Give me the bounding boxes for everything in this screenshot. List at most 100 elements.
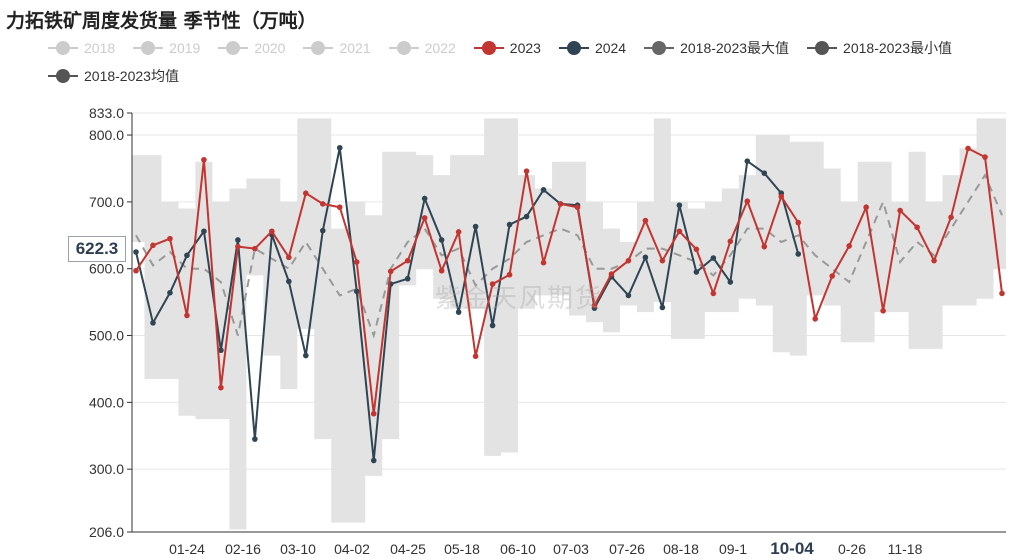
y-tick-label: 833.0 [89, 105, 124, 121]
data-point-2023 [150, 242, 156, 249]
series-line-2024 [135, 147, 800, 461]
data-point-2024 [710, 255, 717, 261]
data-point-2023 [201, 156, 207, 163]
y-tick-label: 700.0 [89, 194, 124, 210]
data-point-2023 [218, 384, 224, 391]
data-point-2024 [744, 158, 751, 164]
data-point-2023 [642, 217, 649, 224]
data-point-2023 [252, 245, 258, 252]
data-point-2024 [489, 322, 496, 329]
x-tick-label: 03-10 [280, 541, 316, 557]
data-point-2023 [693, 246, 700, 253]
data-point-2023 [235, 243, 241, 250]
data-point-2024 [506, 221, 513, 228]
legend-label: 2018-2023最小值 [843, 40, 952, 56]
data-point-2023 [421, 215, 428, 221]
data-point-2024 [455, 309, 462, 315]
legend-item[interactable]: 2023 [473, 38, 541, 58]
legend-item[interactable]: 2018 [48, 38, 115, 58]
x-tick-label: 07-26 [609, 541, 645, 557]
data-point-2023 [710, 290, 717, 297]
x-tick-label: 07-03 [553, 541, 589, 557]
legend-swatch-icon [218, 40, 249, 56]
x-tick-label: 09-1 [719, 541, 747, 557]
data-point-2023 [880, 308, 886, 314]
data-point-2023 [336, 204, 343, 211]
legend-swatch-icon [388, 40, 419, 56]
chart-title: 力拓铁矿周度发货量 季节性（万吨） [6, 10, 317, 32]
axis-pointer-value: 622.3 [68, 236, 126, 262]
data-point-2023 [167, 235, 173, 242]
data-point-2024 [625, 292, 632, 299]
x-tick-label: 06-10 [500, 541, 536, 557]
legend-item[interactable]: 2024 [558, 38, 626, 58]
data-point-2023 [523, 168, 530, 174]
data-point-2024 [438, 237, 445, 243]
data-point-2023 [608, 271, 615, 277]
legend-swatch-icon [48, 68, 78, 84]
data-point-2024 [370, 457, 377, 464]
data-point-2024 [642, 254, 649, 261]
data-point-2023 [795, 219, 802, 226]
x-tick-label: 04-02 [334, 541, 370, 557]
legend-swatch-icon [48, 40, 78, 56]
legend-swatch-icon [807, 40, 838, 56]
data-point-2023 [438, 267, 445, 274]
data-point-2023 [353, 259, 360, 265]
legend-item[interactable]: 2020 [218, 38, 285, 58]
data-point-2023 [303, 190, 309, 196]
legend-row: 2018 2019 2020 2021 2022 2023 2024 2018-2023最大值… [48, 38, 1008, 86]
max-min-band [132, 118, 1006, 530]
data-point-2023 [455, 229, 462, 235]
legend-label: 2022 [424, 40, 456, 56]
x-tick-label: 02-16 [225, 541, 261, 557]
series-line-2023 [135, 146, 1003, 414]
data-point-2024 [184, 252, 190, 259]
data-point-2023 [133, 267, 139, 274]
data-point-2023 [965, 145, 971, 152]
data-point-2023 [387, 268, 394, 275]
data-point-2024 [150, 320, 156, 326]
legend-label: 2021 [339, 40, 371, 56]
data-point-2023 [625, 257, 632, 264]
data-point-2023 [778, 193, 785, 200]
data-point-2024 [404, 275, 411, 282]
data-point-2024 [353, 288, 360, 295]
data-point-2023 [286, 254, 292, 261]
data-point-2024 [235, 237, 241, 243]
data-point-2023 [489, 281, 496, 287]
data-point-2024 [167, 289, 173, 296]
data-point-2023 [184, 312, 190, 319]
legend-item[interactable]: 2018-2023最小值 [807, 38, 952, 58]
data-point-2024 [693, 269, 700, 275]
data-point-2023 [574, 204, 581, 211]
data-point-2024 [218, 347, 224, 354]
data-point-2024 [761, 170, 768, 176]
legend-label: 2018-2023均值 [84, 68, 179, 84]
legend-label: 2018-2023最大值 [680, 40, 790, 56]
data-point-2023 [506, 271, 513, 278]
data-point-2023 [744, 198, 751, 205]
data-point-2023 [948, 214, 954, 221]
data-point-2024 [523, 213, 530, 220]
legend-item[interactable]: 2022 [388, 38, 456, 58]
data-point-2023 [863, 204, 869, 211]
data-point-2023 [676, 228, 683, 235]
data-point-2023 [727, 238, 734, 245]
data-point-2023 [761, 243, 768, 250]
y-tick-label: 206.0 [89, 524, 124, 540]
legend-swatch-icon [644, 40, 675, 56]
data-point-2024 [286, 278, 292, 285]
data-point-2023 [982, 154, 988, 160]
y-tick-label: 500.0 [89, 328, 124, 344]
data-point-2023 [897, 207, 903, 214]
legend-item[interactable]: 2021 [303, 38, 371, 58]
legend-item[interactable]: 2019 [133, 38, 200, 58]
legend-item[interactable]: 2018-2023最大值 [644, 38, 789, 58]
y-tick-label: 400.0 [89, 394, 124, 410]
legend-swatch-icon [303, 40, 334, 56]
x-tick-label: 11-18 [888, 541, 923, 557]
data-point-2023 [370, 410, 377, 417]
data-point-2023 [931, 257, 937, 264]
legend-item[interactable]: 2018-2023均值 [48, 66, 179, 86]
